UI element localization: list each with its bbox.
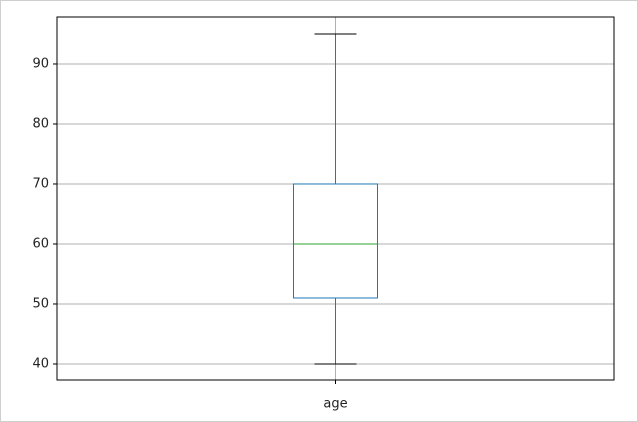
y-tick-label: 50	[32, 296, 49, 311]
y-tick-label: 80	[32, 116, 49, 131]
plot-frame	[56, 16, 615, 381]
y-tick-label: 60	[32, 236, 49, 251]
y-tick-label: 70	[32, 176, 49, 191]
x-tick-label: age	[323, 397, 347, 412]
y-tick-label: 90	[32, 56, 49, 71]
y-tick-label: 40	[32, 356, 49, 371]
box	[293, 183, 378, 299]
